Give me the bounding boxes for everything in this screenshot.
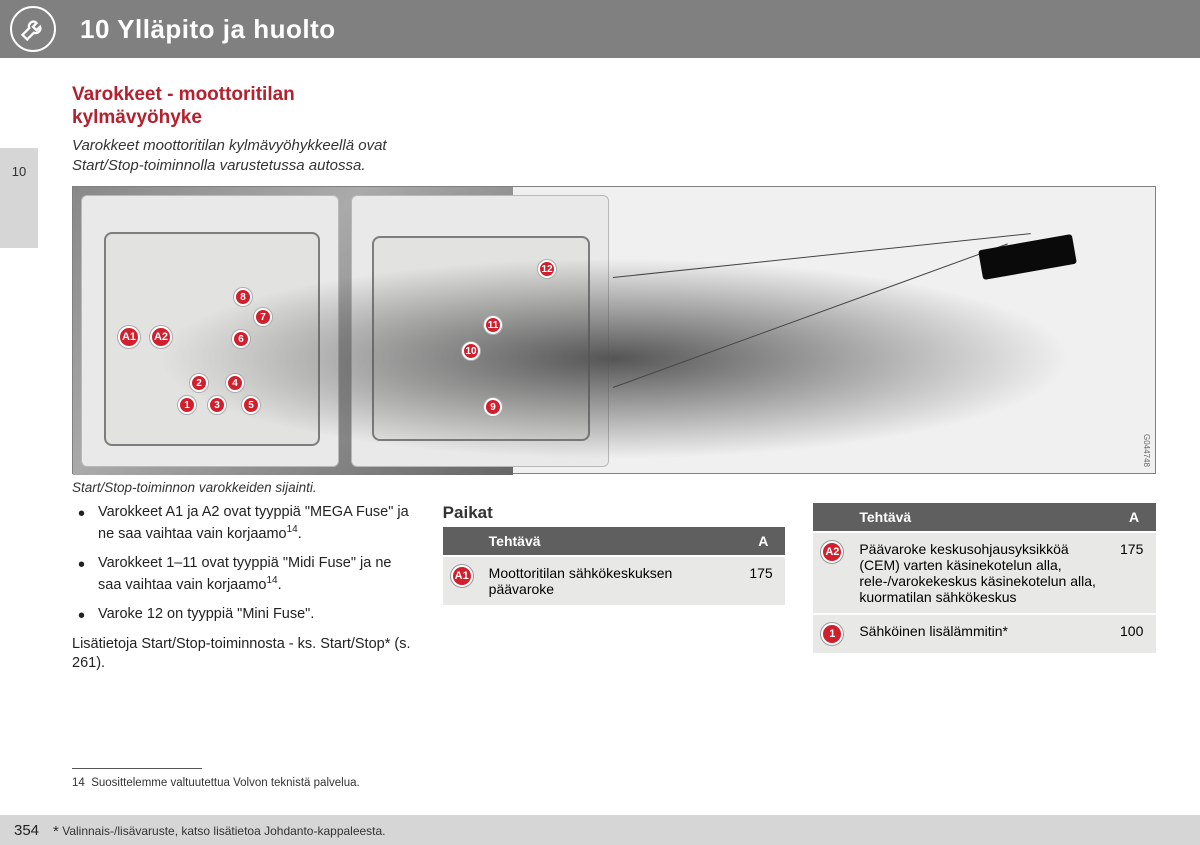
side-tab-number: 10: [12, 164, 26, 179]
fuse-marker: 2: [190, 374, 208, 392]
footnote-text: Suosittelemme valtuutettua Volvon teknis…: [91, 777, 360, 789]
th-task: Tehtävä: [851, 503, 1112, 532]
th-task: Tehtävä: [481, 527, 742, 556]
cell-amp: 175: [741, 556, 785, 605]
list-item: Varokkeet 1–11 ovat tyyppiä "Midi Fuse" …: [76, 554, 415, 595]
fuse-table-1: Tehtävä A A1 Moottoritilan sähkökeskukse…: [443, 527, 786, 605]
footnote-ref: 14: [287, 524, 298, 535]
column-left: Varokkeet A1 ja A2 ovat tyyppiä "MEGA Fu…: [72, 503, 415, 674]
fuse-marker: 6: [232, 330, 250, 348]
cell-task: Moottoritilan sähkökeskuksen päävaroke: [481, 556, 742, 605]
chapter-header: 10 Ylläpito ja huolto: [0, 0, 1200, 58]
diagram-caption: Start/Stop-toiminnon varokkeiden sijaint…: [72, 480, 1182, 495]
fuse-marker: 3: [208, 396, 226, 414]
wrench-icon: [10, 6, 56, 52]
image-code: G044748: [1142, 434, 1151, 467]
table-header-row: Tehtävä A: [443, 527, 786, 556]
page-footer: 354 * Valinnais-/lisävaruste, katso lisä…: [0, 815, 1200, 845]
chapter-title: 10 Ylläpito ja huolto: [80, 14, 336, 45]
bullet-text: Varoke 12 on tyyppiä "Mini Fuse".: [98, 606, 314, 622]
footer-note: * Valinnais-/lisävaruste, katso lisätiet…: [53, 822, 385, 839]
content-columns: Varokkeet A1 ja A2 ovat tyyppiä "MEGA Fu…: [72, 503, 1156, 674]
fuse-location-callout: [978, 234, 1077, 280]
footnote: 14 Suosittelemme valtuutettua Volvon tek…: [72, 777, 360, 789]
cell-task: Päävaroke keskusohjausyksikköä (CEM) var…: [851, 532, 1112, 614]
asterisk-icon: *: [53, 823, 59, 840]
th-amp: A: [741, 527, 785, 556]
th-blank: [813, 503, 851, 532]
chapter-side-tab: 10: [0, 148, 38, 248]
fuse-marker: A2: [150, 326, 172, 348]
engine-bay-photo: [73, 187, 513, 475]
bullet-list: Varokkeet A1 ja A2 ovat tyyppiä "MEGA Fu…: [72, 503, 415, 624]
cell-task: Sähköinen lisälämmitin*: [851, 614, 1112, 653]
footnote-rule: [72, 768, 202, 769]
page-content: Varokkeet - moottoritilan kylmävyöhyke V…: [72, 84, 1182, 674]
section-title: Varokkeet - moottoritilan kylmävyöhyke: [72, 84, 1182, 130]
fuse-marker: 12: [538, 260, 556, 278]
th-amp: A: [1112, 503, 1156, 532]
th-blank: [443, 527, 481, 556]
more-info-text: Lisätietoja Start/Stop-toiminnosta - ks.…: [72, 635, 415, 674]
footnote-number: 14: [72, 777, 85, 789]
cell-marker: A2: [813, 532, 851, 614]
bullet-text: Varokkeet 1–11 ovat tyyppiä "Midi Fuse" …: [98, 555, 391, 592]
fuse-marker: 8: [234, 288, 252, 306]
page-number: 354: [14, 822, 39, 839]
fuse-table-2: Tehtävä A A2 Päävaroke keskusohjausyksik…: [813, 503, 1156, 653]
fuse-marker: 7: [254, 308, 272, 326]
fuse-diagram: A1 A2 876 24 135 12 1110 9 G044748: [72, 186, 1156, 474]
paikat-heading: Paikat: [443, 503, 786, 523]
fuse-marker: 1: [178, 396, 196, 414]
section-intro: Varokkeet moottoritilan kylmävyöhykkeell…: [72, 136, 392, 177]
cell-marker: 1: [813, 614, 851, 653]
table-row: A2 Päävaroke keskusohjausyksikköä (CEM) …: [813, 532, 1156, 614]
fuse-marker: 11: [484, 316, 502, 334]
fuse-marker: 9: [484, 398, 502, 416]
section-title-line2: kylmävyöhyke: [72, 107, 202, 128]
cell-amp: 100: [1112, 614, 1156, 653]
fuse-marker: 5: [242, 396, 260, 414]
bullet-text: Varokkeet A1 ja A2 ovat tyyppiä "MEGA Fu…: [98, 504, 409, 541]
section-title-line1: Varokkeet - moottoritilan: [72, 84, 295, 105]
marker-badge: A2: [821, 541, 843, 563]
table-row: 1 Sähköinen lisälämmitin* 100: [813, 614, 1156, 653]
list-item: Varoke 12 on tyyppiä "Mini Fuse".: [76, 605, 415, 625]
cell-amp: 175: [1112, 532, 1156, 614]
cell-marker: A1: [443, 556, 481, 605]
column-middle: Paikat Tehtävä A A1 Moottoritilan sähkök…: [443, 503, 786, 674]
table-row: A1 Moottoritilan sähkökeskuksen päävarok…: [443, 556, 786, 605]
list-item: Varokkeet A1 ja A2 ovat tyyppiä "MEGA Fu…: [76, 503, 415, 544]
marker-badge: 1: [821, 623, 843, 645]
footnote-ref: 14: [266, 575, 277, 586]
fuse-marker: 4: [226, 374, 244, 392]
column-right: Tehtävä A A2 Päävaroke keskusohjausyksik…: [813, 503, 1156, 674]
fuse-marker: A1: [118, 326, 140, 348]
footer-note-text: Valinnais-/lisävaruste, katso lisätietoa…: [62, 824, 385, 838]
fuse-marker: 10: [462, 342, 480, 360]
marker-badge: A1: [451, 565, 473, 587]
table-header-row: Tehtävä A: [813, 503, 1156, 532]
